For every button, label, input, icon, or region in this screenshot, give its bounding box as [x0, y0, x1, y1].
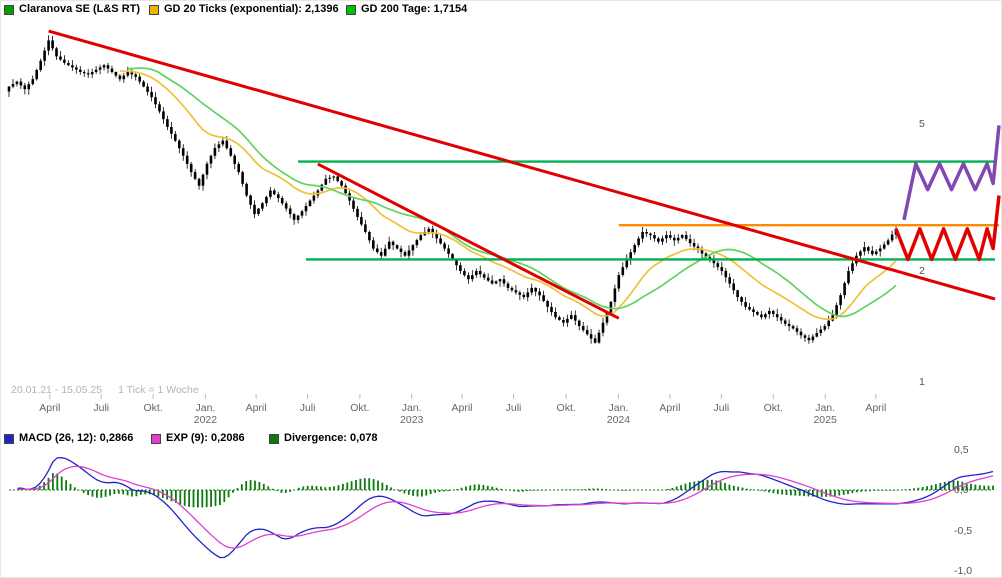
- main-legend: Claranova SE (L&S RT) GD 20 Ticks (expone…: [1, 1, 1001, 17]
- time-axis-label: Okt.: [556, 402, 576, 414]
- macd-legend-label: MACD (26, 12): 0,2866: [19, 432, 134, 444]
- time-axis-label: April: [659, 402, 681, 414]
- price-axis-label: 5: [919, 117, 925, 130]
- legend-color-swatch: [151, 433, 161, 444]
- legend-color-swatch: [149, 4, 159, 15]
- legend-color-swatch: [269, 433, 279, 444]
- tick-interval-text: 1 Tick = 1 Woche: [118, 384, 199, 396]
- macd-axis-label: 0,5: [954, 443, 969, 456]
- main-legend-label: Claranova SE (L&S RT): [19, 3, 141, 15]
- main-legend-label: GD 20 Ticks (exponential): 2,1396: [164, 3, 339, 15]
- main-legend-item: GD 200 Tage: 1,7154: [346, 4, 467, 15]
- price-axis-label: 2: [919, 265, 925, 277]
- time-axis-label: Okt.: [763, 402, 783, 414]
- time-axis-label: Jan.: [195, 402, 216, 414]
- time-axis-label: Jan.: [815, 402, 836, 414]
- time-axis-year-label: 2024: [606, 414, 631, 426]
- time-axis-label: Juli: [505, 402, 522, 414]
- time-axis-label: April: [451, 402, 473, 414]
- macd-axis-label: 0,0: [954, 484, 969, 496]
- price-axis-label: 1: [919, 376, 925, 389]
- time-axis-label: Jan.: [401, 402, 422, 414]
- date-range-text: 20.01.21 - 15.05.25: [11, 384, 103, 396]
- date-range-info: 20.01.21 - 15.05.25 1 Tick = 1 Woche: [11, 384, 199, 396]
- macd-legend-label: EXP (9): 0,2086: [166, 432, 245, 444]
- main-legend-label: GD 200 Tage: 1,7154: [361, 3, 468, 15]
- main-legend-item: GD 20 Ticks (exponential): 2,1396: [149, 4, 339, 15]
- time-axis-year-label: 2025: [813, 414, 837, 426]
- macd-legend-label: Divergence: 0,078: [284, 432, 378, 444]
- time-axis-label: Juli: [93, 402, 110, 414]
- time-axis-label: Juli: [299, 402, 316, 414]
- main-legend-item: Claranova SE (L&S RT): [4, 4, 140, 15]
- macd-legend: MACD (26, 12): 0,2866 EXP (9): 0,2086 Dive…: [1, 430, 1001, 446]
- macd-axis-label: -0,5: [954, 524, 973, 537]
- time-axis-label: April: [865, 402, 887, 414]
- time-axis-year-label: 2022: [193, 414, 218, 426]
- time-axis-label: April: [245, 402, 267, 414]
- time-axis-label: Juli: [713, 402, 730, 414]
- time-axis-label: Okt.: [143, 402, 163, 414]
- time-axis-year-label: 2023: [400, 414, 424, 426]
- time-axis-label: Jan.: [608, 402, 629, 414]
- legend-color-swatch: [346, 4, 356, 15]
- time-axis-label: April: [39, 402, 61, 414]
- macd-legend-item: Divergence: 0,078: [269, 433, 378, 444]
- time-axis-label: Okt.: [350, 402, 370, 414]
- legend-color-swatch: [4, 433, 14, 444]
- macd-legend-item: EXP (9): 0,2086: [151, 433, 245, 444]
- legend-color-swatch: [4, 4, 14, 15]
- macd-axis-label: -1,0: [954, 565, 973, 577]
- macd-legend-item: MACD (26, 12): 0,2866: [4, 433, 133, 444]
